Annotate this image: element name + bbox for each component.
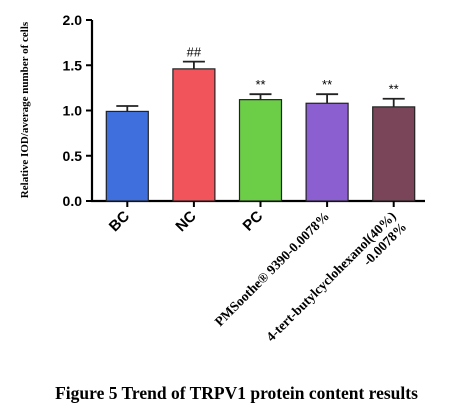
significance-mark-2: ** (255, 77, 265, 92)
y-ticks: 0.0 0.5 1.0 1.5 2.0 (63, 12, 92, 209)
bar-1 (172, 68, 216, 202)
y-tick-label: 1.5 (63, 57, 83, 73)
category-label-4-line-0: 4-tert-butylcyclohexanol(40%) (263, 209, 399, 345)
category-label-1: NC (172, 208, 199, 235)
significance-marks: ## ** ** ** (187, 45, 399, 97)
y-axis-title: Relative IOD/average number of cells (19, 21, 31, 198)
y-tick-label: 0.5 (63, 148, 83, 164)
significance-mark-3: ** (322, 77, 332, 92)
bar-4 (372, 106, 416, 202)
y-tick-label: 0.0 (63, 193, 83, 209)
figure-caption: Figure 5 Trend of TRPV1 protein content … (55, 383, 418, 403)
y-tick-label: 1.0 (63, 103, 83, 119)
bar-chart: Relative IOD/average number of cells 0.0… (19, 12, 425, 345)
significance-mark-1: ## (187, 45, 202, 60)
bar-2 (238, 99, 283, 202)
bar-0 (105, 110, 149, 202)
category-label-0: BC (106, 208, 133, 235)
category-label-2: PC (240, 208, 267, 235)
y-tick-label: 2.0 (63, 12, 83, 28)
bar-3 (305, 102, 349, 202)
category-label-3: PMSoothe® 9390-0.0078% (212, 209, 333, 330)
significance-mark-4: ** (389, 82, 399, 97)
bars (105, 68, 416, 202)
error-bars (116, 60, 405, 207)
